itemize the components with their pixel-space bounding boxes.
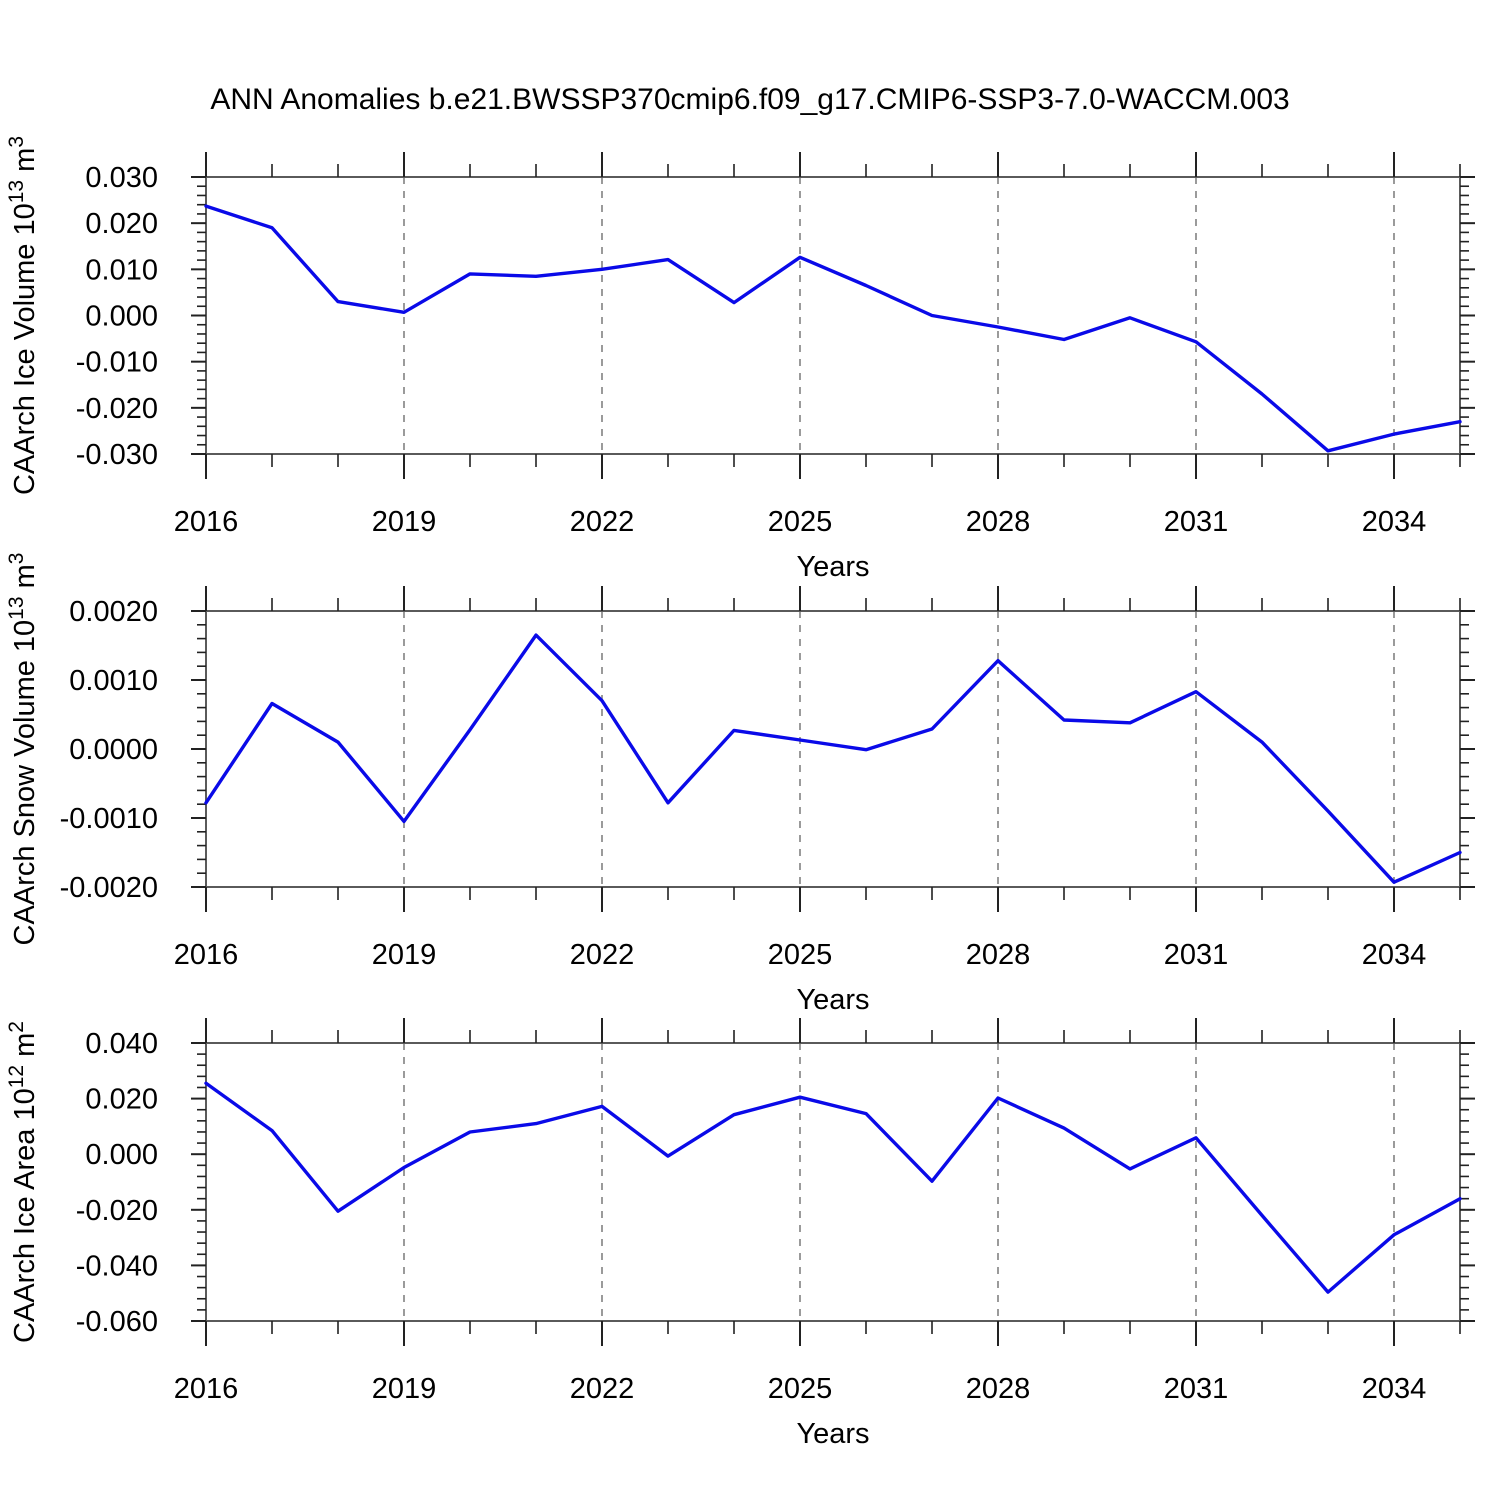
x-axis-ticks bbox=[205, 152, 1461, 479]
plot-frame bbox=[205, 176, 1461, 455]
y-tick-label: -0.020 bbox=[76, 1195, 158, 1227]
x-tick-label: 2025 bbox=[768, 506, 833, 538]
series-line bbox=[204, 204, 1462, 453]
gridlines bbox=[403, 611, 1395, 887]
y-tick-labels: 0.0020 0.0010 0.0000 -0.0010 -0.0020 bbox=[60, 596, 158, 904]
x-tick-label: 2016 bbox=[174, 506, 239, 538]
x-axis-title: Years bbox=[796, 1418, 869, 1450]
x-axis-title: Years bbox=[796, 551, 869, 583]
gridlines bbox=[403, 1043, 1395, 1321]
y-tick-label: -0.010 bbox=[76, 347, 158, 379]
y-tick-label: 0.0010 bbox=[69, 665, 158, 697]
x-tick-label: 2022 bbox=[570, 939, 635, 971]
y-tick-label: -0.060 bbox=[76, 1306, 158, 1338]
x-tick-label: 2025 bbox=[768, 939, 833, 971]
x-axis-ticks bbox=[205, 586, 1461, 912]
x-tick-labels: 2016 2019 2022 2025 2028 2031 2034 bbox=[174, 1373, 1427, 1405]
x-tick-label: 2025 bbox=[768, 1373, 833, 1405]
x-tick-label: 2028 bbox=[966, 506, 1031, 538]
plot-frame bbox=[205, 1042, 1461, 1322]
x-tick-labels: 2016 2019 2022 2025 2028 2031 2034 bbox=[174, 506, 1427, 538]
y-tick-label: 0.020 bbox=[85, 208, 158, 240]
y-tick-label: -0.0010 bbox=[60, 803, 158, 835]
y-tick-label: 0.020 bbox=[85, 1084, 158, 1116]
x-tick-label: 2031 bbox=[1164, 939, 1229, 971]
y-tick-label: -0.030 bbox=[76, 439, 158, 471]
y-tick-label: 0.010 bbox=[85, 254, 158, 286]
x-tick-label: 2034 bbox=[1362, 939, 1427, 971]
x-tick-label: 2028 bbox=[966, 939, 1031, 971]
x-tick-label: 2019 bbox=[372, 939, 437, 971]
y-tick-label: 0.0020 bbox=[69, 596, 158, 628]
x-tick-label: 2022 bbox=[570, 1373, 635, 1405]
y-tick-label: 0.030 bbox=[85, 162, 158, 194]
y-tick-labels: 0.030 0.020 0.010 0.000 -0.010 -0.020 -0.030 bbox=[76, 162, 158, 471]
x-tick-labels: 2016 2019 2022 2025 2028 2031 2034 bbox=[174, 939, 1427, 971]
x-tick-label: 2028 bbox=[966, 1373, 1031, 1405]
x-tick-label: 2034 bbox=[1362, 1373, 1427, 1405]
y-tick-label: -0.0020 bbox=[60, 872, 158, 904]
y-tick-label: 0.000 bbox=[85, 1139, 158, 1171]
x-tick-label: 2034 bbox=[1362, 506, 1427, 538]
y-tick-label: -0.020 bbox=[76, 393, 158, 425]
plot-frame bbox=[205, 610, 1461, 888]
y-axis-title: CAArch Snow Volume 1013 m3 bbox=[5, 553, 41, 946]
y-axis-ticks bbox=[191, 1042, 1475, 1322]
x-axis-ticks bbox=[205, 1018, 1461, 1346]
x-tick-label: 2031 bbox=[1164, 506, 1229, 538]
y-axis-ticks bbox=[191, 610, 1475, 888]
y-tick-label: 0.0000 bbox=[69, 734, 158, 766]
gridlines bbox=[403, 177, 1395, 454]
y-axis-title: CAArch Ice Volume 1013 m3 bbox=[5, 136, 41, 495]
x-tick-label: 2016 bbox=[174, 939, 239, 971]
y-axis-ticks bbox=[191, 176, 1475, 455]
x-tick-label: 2022 bbox=[570, 506, 635, 538]
series-line bbox=[204, 1081, 1462, 1294]
series-line bbox=[204, 633, 1462, 884]
y-tick-label: -0.040 bbox=[76, 1250, 158, 1282]
x-tick-label: 2016 bbox=[174, 1373, 239, 1405]
chart-title: ANN Anomalies b.e21.BWSSP370cmip6.f09_g1… bbox=[210, 83, 1290, 116]
x-tick-label: 2019 bbox=[372, 1373, 437, 1405]
y-tick-label: 0.040 bbox=[85, 1028, 158, 1060]
caarch-ice-volume-panel: 0.030 0.020 0.010 0.000 -0.010 -0.020 -0.030 20… bbox=[5, 136, 1475, 583]
x-tick-label: 2019 bbox=[372, 506, 437, 538]
y-tick-labels: 0.040 0.020 0.000 -0.020 -0.040 -0.060 bbox=[76, 1028, 158, 1338]
x-axis-title: Years bbox=[796, 984, 869, 1016]
caarch-snow-volume-panel: 0.0020 0.0010 0.0000 -0.0010 -0.0020 2016 2019… bbox=[5, 553, 1475, 1016]
y-axis-title: CAArch Ice Area 1012 m2 bbox=[5, 1021, 41, 1343]
y-tick-label: 0.000 bbox=[85, 301, 158, 333]
x-tick-label: 2031 bbox=[1164, 1373, 1229, 1405]
